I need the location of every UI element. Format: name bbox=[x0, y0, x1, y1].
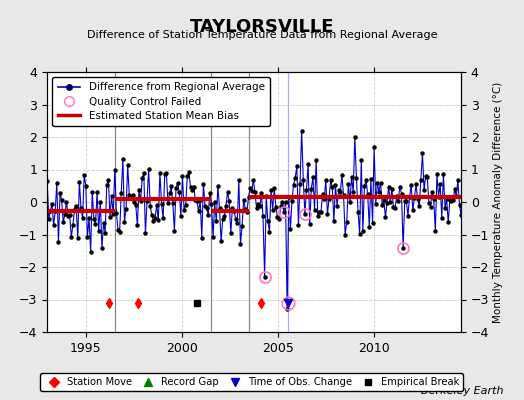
Y-axis label: Monthly Temperature Anomaly Difference (°C): Monthly Temperature Anomaly Difference (… bbox=[494, 81, 504, 323]
Legend: Station Move, Record Gap, Time of Obs. Change, Empirical Break: Station Move, Record Gap, Time of Obs. C… bbox=[40, 373, 463, 391]
Text: TAYLORSVILLE: TAYLORSVILLE bbox=[190, 18, 334, 36]
Text: Berkeley Earth: Berkeley Earth bbox=[421, 386, 503, 396]
Legend: Difference from Regional Average, Quality Control Failed, Estimated Station Mean: Difference from Regional Average, Qualit… bbox=[52, 77, 270, 126]
Text: Difference of Station Temperature Data from Regional Average: Difference of Station Temperature Data f… bbox=[87, 30, 437, 40]
